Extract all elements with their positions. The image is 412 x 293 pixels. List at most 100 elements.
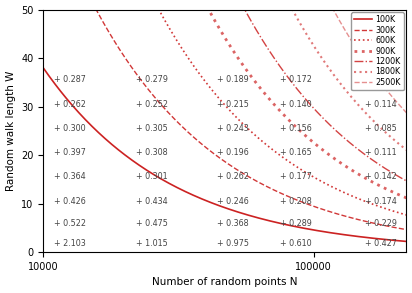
1800K (215, 8, 220, 11)
Text: + 0.301: + 0.301 (136, 173, 168, 181)
Text: + 0.434: + 0.434 (136, 197, 168, 206)
300K (404, 228, 409, 231)
1800K (213, 8, 218, 11)
900K (404, 196, 409, 200)
Text: + 0.196: + 0.196 (217, 148, 249, 157)
Text: + 0.243: + 0.243 (217, 124, 249, 133)
Text: + 0.300: + 0.300 (54, 124, 86, 133)
Text: + 0.142: + 0.142 (365, 173, 397, 181)
Text: + 0.208: + 0.208 (280, 197, 312, 206)
Text: + 0.172: + 0.172 (280, 75, 312, 84)
900K (257, 85, 262, 89)
Text: + 0.522: + 0.522 (54, 219, 87, 228)
Text: + 2.103: + 2.103 (54, 239, 86, 248)
1200K (257, 33, 262, 37)
100K (41, 66, 46, 69)
600K (215, 95, 220, 99)
2500K (237, 8, 242, 11)
1200K (237, 8, 242, 11)
Text: + 0.308: + 0.308 (136, 148, 168, 157)
Y-axis label: Random walk length W: Random walk length W (5, 71, 16, 191)
Text: + 0.287: + 0.287 (54, 75, 86, 84)
Text: + 0.289: + 0.289 (280, 219, 312, 228)
Legend: 100K, 300K, 600K, 900K, 1200K, 1800K, 2500K: 100K, 300K, 600K, 900K, 1200K, 1800K, 25… (351, 12, 404, 90)
Text: + 0.305: + 0.305 (136, 124, 168, 133)
Text: + 0.426: + 0.426 (54, 197, 86, 206)
Text: + 0.610: + 0.610 (280, 239, 311, 248)
Text: + 0.279: + 0.279 (136, 75, 168, 84)
300K (395, 226, 400, 230)
Text: + 0.229: + 0.229 (365, 219, 397, 228)
1800K (41, 8, 46, 11)
Line: 300K: 300K (43, 10, 407, 230)
300K (215, 155, 220, 159)
600K (41, 8, 46, 11)
1800K (237, 8, 242, 11)
1800K (404, 148, 409, 152)
300K (237, 170, 242, 173)
1800K (395, 141, 400, 145)
300K (257, 181, 262, 184)
2500K (215, 8, 220, 11)
Text: + 0.165: + 0.165 (280, 148, 312, 157)
600K (213, 93, 218, 96)
2500K (213, 8, 218, 11)
600K (395, 211, 400, 214)
Line: 1800K: 1800K (43, 10, 407, 150)
1200K (404, 179, 409, 183)
Text: + 0.156: + 0.156 (280, 124, 312, 133)
Text: + 0.114: + 0.114 (365, 100, 397, 109)
1200K (395, 174, 400, 178)
100K (237, 211, 242, 214)
600K (237, 119, 242, 122)
Text: + 0.140: + 0.140 (280, 100, 311, 109)
Text: + 0.475: + 0.475 (136, 219, 168, 228)
2500K (404, 111, 409, 115)
100K (404, 240, 409, 243)
Text: + 0.975: + 0.975 (217, 239, 249, 248)
Text: + 0.189: + 0.189 (217, 75, 249, 84)
Text: + 0.174: + 0.174 (365, 197, 397, 206)
X-axis label: Number of random points N: Number of random points N (152, 277, 297, 287)
100K (215, 203, 220, 207)
900K (339, 161, 344, 165)
900K (41, 8, 46, 11)
900K (213, 21, 218, 24)
2500K (395, 101, 400, 105)
Text: + 0.252: + 0.252 (136, 100, 168, 109)
300K (213, 153, 218, 157)
Text: + 0.085: + 0.085 (365, 124, 397, 133)
Text: + 0.262: + 0.262 (217, 173, 249, 181)
Text: + 0.368: + 0.368 (217, 219, 249, 228)
1200K (41, 8, 46, 11)
Text: + 0.246: + 0.246 (217, 197, 249, 206)
100K (395, 239, 400, 242)
100K (213, 203, 218, 206)
300K (41, 8, 46, 11)
1800K (339, 82, 344, 86)
2500K (257, 8, 262, 11)
Text: + 0.262: + 0.262 (54, 100, 86, 109)
Line: 2500K: 2500K (43, 10, 407, 113)
1200K (339, 133, 344, 137)
100K (339, 232, 344, 236)
1200K (213, 8, 218, 11)
100K (257, 217, 262, 220)
Line: 1200K: 1200K (43, 10, 407, 181)
900K (395, 193, 400, 196)
300K (339, 213, 344, 217)
Line: 900K: 900K (43, 10, 407, 198)
600K (257, 137, 262, 141)
900K (215, 24, 220, 28)
600K (339, 189, 344, 193)
2500K (339, 21, 344, 25)
Text: + 0.215: + 0.215 (217, 100, 249, 109)
Line: 100K: 100K (43, 68, 407, 241)
Text: + 1.015: + 1.015 (136, 239, 168, 248)
1800K (257, 8, 262, 11)
Text: + 0.364: + 0.364 (54, 173, 86, 181)
1200K (215, 8, 220, 11)
2500K (41, 8, 46, 11)
Text: + 0.397: + 0.397 (54, 148, 86, 157)
Line: 600K: 600K (43, 10, 407, 215)
